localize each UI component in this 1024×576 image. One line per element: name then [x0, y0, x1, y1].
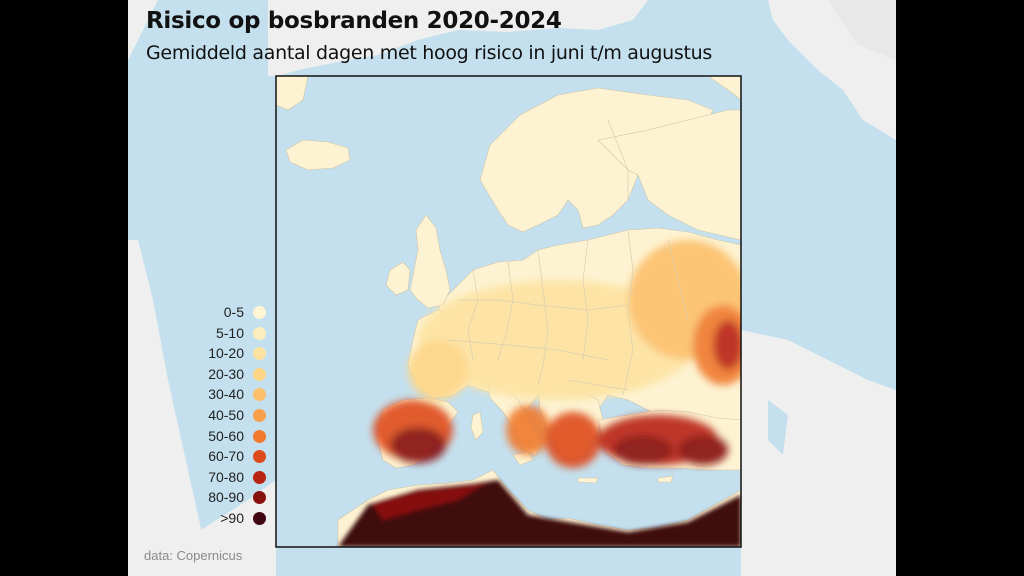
- legend-item: 40-50: [204, 405, 266, 426]
- legend-swatch: [253, 388, 266, 402]
- left-letterbox: [0, 0, 128, 576]
- map-graphic: Risico op bosbranden 2020-2024 Gemiddeld…: [128, 0, 896, 576]
- legend-label: 30-40: [208, 386, 244, 403]
- legend-item: 30-40: [204, 384, 266, 405]
- chart-title: Risico op bosbranden 2020-2024: [146, 8, 562, 34]
- legend-swatch: [253, 511, 266, 525]
- legend-swatch: [253, 450, 266, 464]
- legend-swatch: [253, 326, 266, 340]
- legend-swatch: [253, 306, 266, 319]
- legend-item: 80-90: [204, 487, 266, 508]
- legend-item: >90: [204, 508, 266, 529]
- legend-item: 0-5: [204, 302, 266, 323]
- legend-label: 80-90: [208, 489, 244, 506]
- europe-map: [128, 0, 896, 576]
- legend-swatch: [253, 491, 266, 505]
- source-credit: data: Copernicus: [144, 548, 243, 563]
- legend-label: 40-50: [208, 406, 244, 423]
- legend-label: 20-30: [208, 365, 244, 382]
- right-letterbox: [896, 0, 1024, 576]
- legend-item: 5-10: [204, 323, 266, 344]
- legend-label: 10-20: [208, 345, 244, 362]
- legend-label: 70-80: [208, 468, 244, 485]
- legend-swatch: [253, 347, 266, 361]
- legend-swatch: [253, 367, 266, 381]
- map-frame: [275, 75, 742, 548]
- legend-label: 60-70: [208, 448, 244, 465]
- legend-label: 50-60: [208, 427, 244, 444]
- legend-item: 50-60: [204, 426, 266, 447]
- country-borders: [447, 119, 689, 396]
- legend-label: >90: [220, 509, 244, 526]
- legend-swatch: [253, 408, 266, 422]
- legend-item: 70-80: [204, 467, 266, 488]
- chart-subtitle: Gemiddeld aantal dagen met hoog risico i…: [146, 42, 712, 64]
- outside-land: [128, 0, 896, 576]
- legend-label: 0-5: [223, 304, 244, 320]
- legend-item: 20-30: [204, 364, 266, 385]
- legend-swatch: [253, 470, 266, 484]
- legend-swatch: [253, 429, 266, 443]
- legend-item: 10-20: [204, 343, 266, 364]
- legend-label: 5-10: [215, 324, 244, 341]
- legend-item: 60-70: [204, 446, 266, 467]
- color-legend: 0-5 5-10 10-20 20-30 30-40 40-50 50-60 60-70 70-…: [204, 302, 266, 529]
